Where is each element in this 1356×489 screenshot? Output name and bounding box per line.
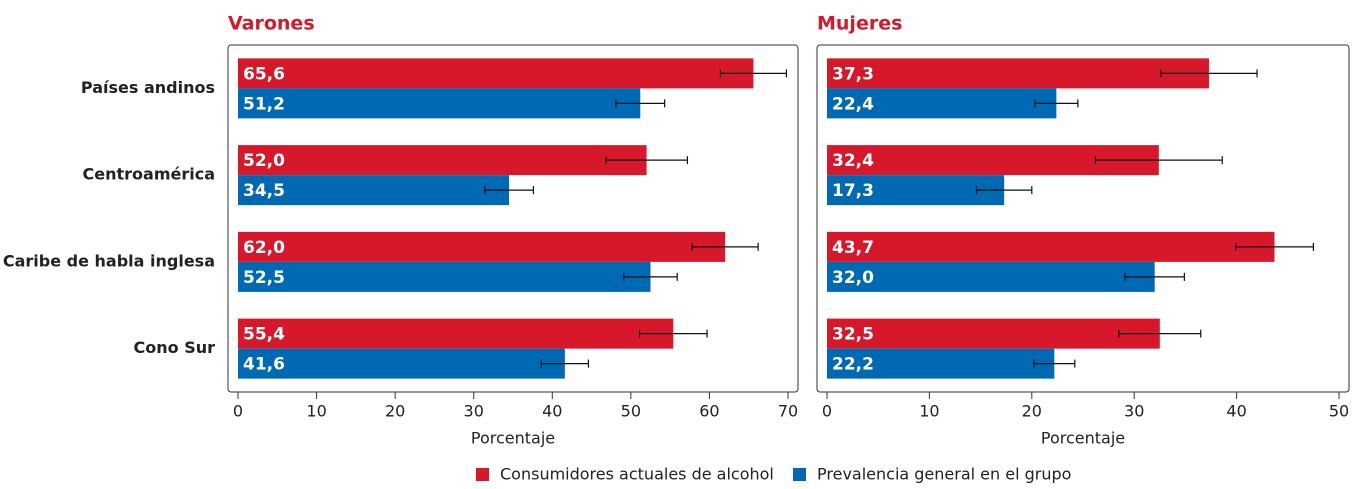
value-label: 43,7 xyxy=(832,238,874,258)
bar xyxy=(827,175,1005,206)
x-tick-label: 30 xyxy=(1124,402,1144,421)
bar xyxy=(827,231,1275,262)
bar xyxy=(238,318,674,349)
panel-title: Varones xyxy=(228,13,315,35)
x-tick-label: 0 xyxy=(233,402,243,421)
value-label: 17,3 xyxy=(832,181,874,201)
x-tick-label: 50 xyxy=(621,402,641,421)
x-tick-label: 10 xyxy=(306,402,326,421)
value-label: 51,2 xyxy=(243,94,285,114)
x-axis-label: Porcentaje xyxy=(1041,429,1125,448)
x-tick-label: 20 xyxy=(385,402,405,421)
value-label: 22,4 xyxy=(832,94,874,114)
x-tick-label: 10 xyxy=(919,402,939,421)
value-label: 52,0 xyxy=(243,151,285,171)
value-label: 34,5 xyxy=(243,181,285,201)
category-label: Países andinos xyxy=(81,78,215,97)
category-label: Cono Sur xyxy=(134,338,216,357)
bar xyxy=(827,318,1160,349)
x-tick-label: 70 xyxy=(778,402,798,421)
x-tick-label: 40 xyxy=(542,402,562,421)
value-label: 62,0 xyxy=(243,238,285,258)
bar xyxy=(827,261,1155,292)
bar xyxy=(238,145,647,176)
x-tick-label: 40 xyxy=(1226,402,1246,421)
bar xyxy=(827,348,1055,379)
category-label: Centroamérica xyxy=(83,165,216,184)
value-label: 32,5 xyxy=(832,325,874,345)
legend-label: Consumidores actuales de alcohol xyxy=(500,465,774,484)
bar xyxy=(238,88,641,119)
plot-frame xyxy=(227,44,799,393)
legend-swatch xyxy=(476,468,489,481)
x-tick-label: 0 xyxy=(822,402,832,421)
x-tick-label: 30 xyxy=(464,402,484,421)
value-label: 65,6 xyxy=(243,64,285,84)
value-label: 32,0 xyxy=(832,268,874,288)
bar xyxy=(238,261,651,292)
x-axis-label: Porcentaje xyxy=(471,429,555,448)
x-tick-label: 60 xyxy=(699,402,719,421)
panel-title: Mujeres xyxy=(817,13,902,35)
value-label: 37,3 xyxy=(832,64,874,84)
plot-frame xyxy=(816,44,1350,393)
value-label: 41,6 xyxy=(243,355,285,375)
bar xyxy=(827,88,1057,119)
legend-label: Prevalencia general en el grupo xyxy=(817,465,1071,484)
bar xyxy=(238,175,510,206)
value-label: 22,2 xyxy=(832,355,874,375)
legend-swatch xyxy=(793,468,806,481)
value-label: 55,4 xyxy=(243,325,285,345)
bar xyxy=(238,231,726,262)
bar xyxy=(238,348,565,379)
bar xyxy=(827,58,1209,89)
x-tick-label: 50 xyxy=(1329,402,1349,421)
category-label: Caribe de habla inglesa xyxy=(3,251,215,270)
x-tick-label: 20 xyxy=(1022,402,1042,421)
value-label: 52,5 xyxy=(243,268,285,288)
value-label: 32,4 xyxy=(832,151,874,171)
bar xyxy=(238,58,754,89)
